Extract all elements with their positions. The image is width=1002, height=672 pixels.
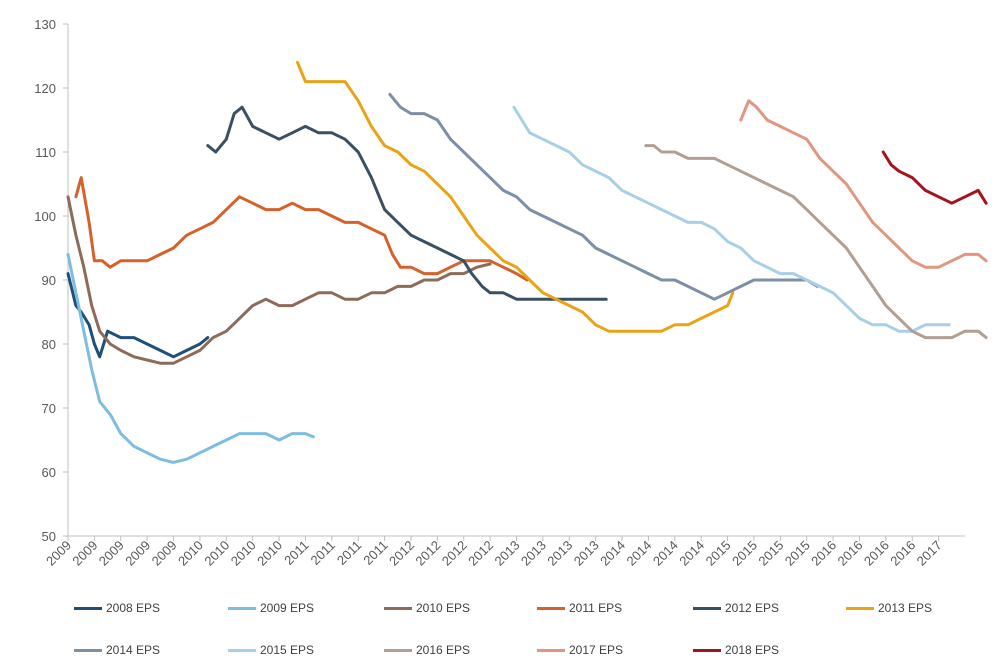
y-axis: 50 60 70 80 90 100 110 120 130 (34, 17, 69, 544)
x-tick-label: 2012 (465, 538, 496, 569)
series-line-2014-eps (388, 92, 819, 301)
x-tick-label: 2016 (808, 538, 839, 569)
series-line-2015-eps (512, 105, 951, 333)
x-tick-label: 2010 (201, 538, 232, 569)
series-line-2012-eps (206, 105, 608, 301)
x-tick-label: 2009 (69, 538, 100, 569)
y-tick-label: 130 (34, 17, 56, 32)
legend-item: 2012 EPS (693, 601, 779, 615)
x-tick-label: 2009 (149, 538, 180, 569)
legend-item: 2014 EPS (74, 643, 160, 657)
legend-item: 2008 EPS (74, 601, 160, 615)
x-tick-label: 2013 (571, 538, 602, 569)
plot-area (66, 60, 988, 464)
series-line-2018-eps (881, 150, 988, 205)
legend: 2008 EPS 2009 EPS 2010 EPS 2011 EPS 2012 EPS… (0, 592, 1002, 672)
legend-label: 2012 EPS (725, 601, 780, 615)
series-line-2008-eps (66, 272, 210, 359)
x-tick-label: 2013 (518, 538, 549, 569)
legend-label: 2008 EPS (106, 601, 161, 615)
y-tick-label: 120 (34, 81, 56, 96)
series-line-2009-eps (66, 252, 315, 464)
legend-item: 2015 EPS (228, 643, 314, 657)
legend-swatch (537, 648, 565, 652)
x-tick-label: 2013 (492, 538, 523, 569)
x-tick-label: 2015 (782, 538, 813, 569)
x-tick-label: 2015 (729, 538, 760, 569)
x-tick-label: 2016 (861, 538, 892, 569)
x-tick-label: 2011 (334, 538, 364, 568)
series-line-2017-eps (739, 99, 988, 269)
y-tick-label: 70 (42, 401, 56, 416)
legend-label: 2014 EPS (106, 643, 161, 657)
legend-label: 2013 EPS (878, 601, 933, 615)
series-line-2010-eps (66, 195, 492, 365)
legend-swatch (74, 648, 102, 652)
legend-label: 2010 EPS (416, 601, 471, 615)
x-tick-label: 2012 (386, 538, 417, 569)
legend-swatch (693, 648, 721, 652)
legend-label: 2011 EPS (569, 601, 623, 615)
y-tick-label: 100 (34, 209, 56, 224)
legend-item: 2011 EPS (537, 601, 622, 615)
series-line-2011-eps (74, 176, 529, 282)
legend-label: 2015 EPS (260, 643, 315, 657)
series-line-2013-eps (296, 60, 735, 333)
legend-swatch (384, 648, 412, 652)
x-tick-label: 2012 (412, 538, 443, 569)
x-tick-label: 2010 (254, 538, 285, 569)
x-tick-label: 2016 (887, 538, 918, 569)
x-tick-label: 2012 (439, 538, 470, 569)
legend-swatch (384, 606, 412, 610)
x-tick-label: 2014 (676, 538, 707, 569)
series-line-2016-eps (644, 144, 988, 340)
x-tick-label: 2011 (308, 538, 338, 568)
legend-item: 2010 EPS (384, 601, 470, 615)
legend-swatch (846, 606, 874, 610)
legend-item: 2018 EPS (693, 643, 779, 657)
legend-swatch (228, 606, 256, 610)
legend-label: 2017 EPS (569, 643, 624, 657)
legend-item: 2013 EPS (846, 601, 932, 615)
legend-item: 2016 EPS (384, 643, 470, 657)
x-axis: 2009200920092009200920102010201020102011… (43, 535, 965, 569)
x-tick-label: 2015 (703, 538, 734, 569)
x-tick-label: 2014 (623, 538, 654, 569)
x-tick-label: 2011 (281, 538, 311, 568)
x-tick-label: 2009 (122, 538, 153, 569)
legend-swatch (74, 606, 102, 610)
x-tick-label: 2014 (650, 538, 681, 569)
legend-item: 2009 EPS (228, 601, 314, 615)
legend-swatch (693, 606, 721, 610)
x-tick-label: 2013 (544, 538, 575, 569)
x-tick-label: 2010 (175, 538, 206, 569)
legend-label: 2018 EPS (725, 643, 780, 657)
y-tick-label: 60 (42, 465, 56, 480)
x-tick-label: 2011 (360, 538, 390, 568)
y-tick-label: 50 (42, 529, 56, 544)
x-tick-label: 2014 (597, 538, 628, 569)
x-tick-label: 2010 (228, 538, 259, 569)
y-tick-label: 80 (42, 337, 56, 352)
x-tick-label: 2016 (835, 538, 866, 569)
legend-swatch (228, 648, 256, 652)
legend-label: 2016 EPS (416, 643, 471, 657)
y-tick-label: 90 (42, 273, 56, 288)
x-tick-label: 2017 (914, 538, 945, 569)
legend-item: 2017 EPS (537, 643, 623, 657)
legend-label: 2009 EPS (260, 601, 315, 615)
y-tick-label: 110 (35, 145, 56, 160)
x-tick-label: 2009 (96, 538, 127, 569)
x-tick-label: 2015 (755, 538, 786, 569)
legend-swatch (537, 606, 565, 610)
